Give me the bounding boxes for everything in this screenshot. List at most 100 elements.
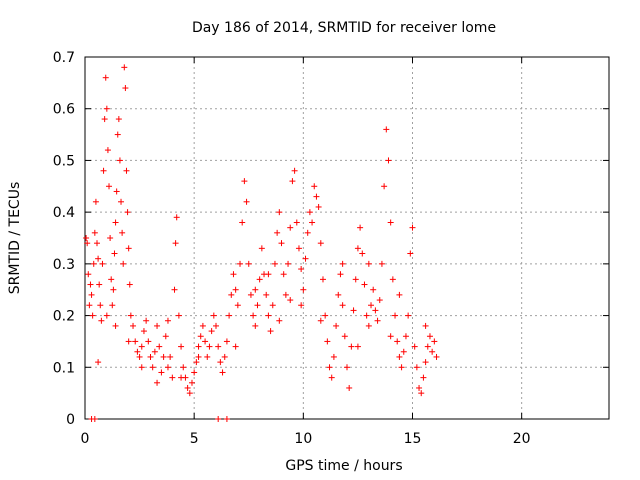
- data-point: [164, 364, 171, 371]
- data-point: [204, 353, 211, 360]
- data-point: [287, 297, 294, 304]
- data-point: [285, 260, 292, 267]
- data-point: [381, 183, 388, 190]
- data-point: [258, 245, 265, 252]
- data-point: [193, 359, 200, 366]
- data-point: [186, 390, 193, 397]
- data-point: [111, 250, 118, 257]
- data-point: [256, 276, 263, 283]
- data-point: [237, 260, 244, 267]
- data-point: [276, 209, 283, 216]
- data-point: [278, 240, 285, 247]
- data-point: [354, 343, 361, 350]
- data-point: [103, 312, 110, 319]
- data-point: [416, 384, 423, 391]
- data-point: [339, 260, 346, 267]
- data-point: [422, 322, 429, 329]
- data-point: [400, 348, 407, 355]
- data-point: [98, 317, 105, 324]
- data-point: [396, 353, 403, 360]
- data-point: [326, 364, 333, 371]
- data-point: [282, 291, 289, 298]
- data-point: [127, 312, 134, 319]
- data-point: [418, 390, 425, 397]
- data-point: [206, 343, 213, 350]
- data-point: [103, 105, 110, 112]
- data-point: [420, 374, 427, 381]
- data-point: [101, 116, 108, 123]
- data-point: [221, 353, 228, 360]
- data-point: [333, 322, 340, 329]
- data-point: [91, 416, 98, 422]
- data-point: [317, 317, 324, 324]
- data-point: [188, 379, 195, 386]
- data-point: [392, 312, 399, 319]
- data-point: [328, 374, 335, 381]
- data-point: [269, 302, 276, 309]
- data-point: [252, 286, 259, 293]
- y-tick-label: 0.1: [53, 360, 75, 376]
- data-point: [88, 291, 95, 298]
- data-point: [90, 260, 97, 267]
- data-point: [154, 379, 161, 386]
- data-point: [195, 343, 202, 350]
- data-point: [89, 312, 96, 319]
- data-point: [265, 312, 272, 319]
- data-point: [365, 260, 372, 267]
- data-point: [172, 240, 179, 247]
- data-point: [243, 198, 250, 205]
- data-point: [215, 343, 222, 350]
- data-point: [85, 271, 92, 278]
- data-point: [409, 224, 416, 231]
- data-point: [330, 353, 337, 360]
- data-point: [315, 203, 322, 210]
- data-point: [433, 353, 440, 360]
- data-point: [114, 131, 121, 138]
- x-tick-label: 0: [81, 431, 90, 447]
- data-point: [298, 302, 305, 309]
- x-tick-label: 15: [404, 431, 422, 447]
- data-point: [178, 343, 185, 350]
- data-point: [357, 224, 364, 231]
- data-point: [149, 364, 156, 371]
- data-point: [374, 317, 381, 324]
- data-point: [125, 338, 132, 345]
- data-point: [293, 219, 300, 226]
- data-point: [370, 286, 377, 293]
- y-tick-label: 0.2: [53, 309, 75, 325]
- data-point: [95, 359, 102, 366]
- data-point: [107, 235, 114, 241]
- data-point: [130, 322, 137, 329]
- x-tick-label: 10: [294, 431, 312, 447]
- data-point: [84, 240, 91, 247]
- data-point: [422, 359, 429, 366]
- data-point: [112, 322, 119, 329]
- data-point: [169, 374, 176, 381]
- data-point: [287, 224, 294, 231]
- data-point: [121, 64, 128, 71]
- data-point: [156, 343, 163, 350]
- data-point: [87, 281, 94, 288]
- data-point: [348, 343, 355, 350]
- data-point: [145, 338, 152, 345]
- data-point: [160, 353, 167, 360]
- data-point: [354, 245, 361, 252]
- data-point: [132, 338, 139, 345]
- data-point: [199, 322, 206, 329]
- y-tick-label: 0.3: [53, 257, 75, 273]
- data-point: [109, 302, 116, 309]
- data-point: [115, 116, 122, 123]
- data-point: [173, 214, 180, 221]
- data-point: [219, 369, 226, 376]
- data-point: [100, 167, 107, 174]
- data-point: [376, 297, 383, 304]
- data-point: [289, 178, 296, 185]
- data-point: [411, 343, 418, 350]
- data-point: [178, 374, 185, 381]
- data-point: [113, 188, 120, 195]
- y-tick-label: 0.5: [53, 153, 75, 169]
- data-point: [407, 250, 414, 257]
- x-tick-label: 20: [513, 431, 531, 447]
- data-point: [162, 333, 169, 340]
